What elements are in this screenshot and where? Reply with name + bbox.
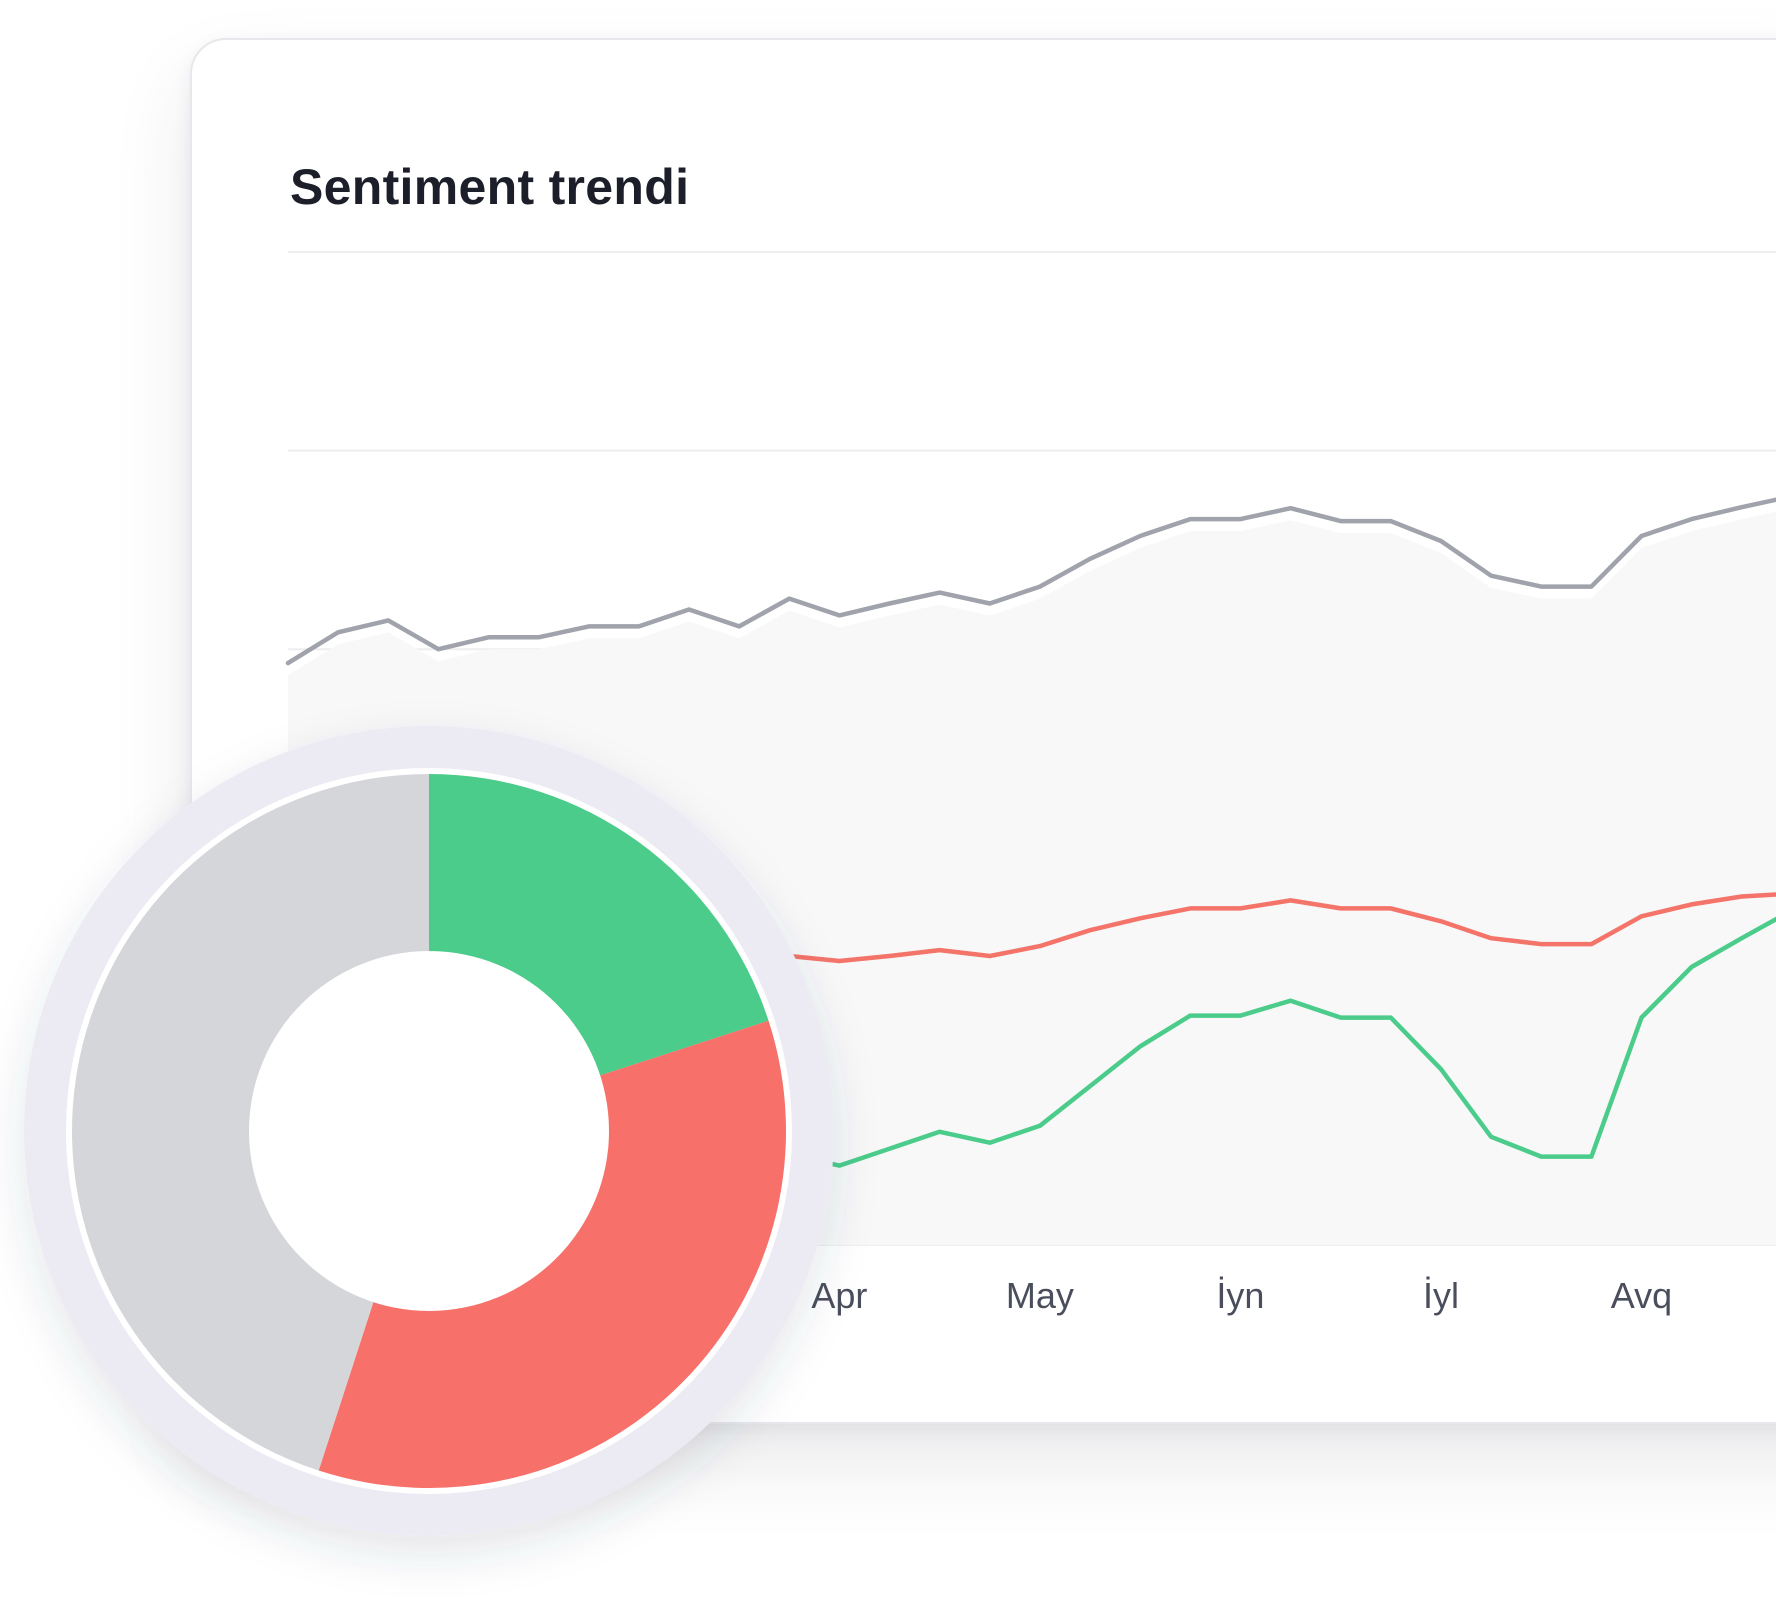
x-tick-label: Avq	[1611, 1275, 1672, 1316]
card-title: Sentiment trendi	[290, 159, 690, 215]
series-line-neutral	[285, 497, 1776, 666]
donut-chart	[24, 726, 834, 1536]
x-tick-label: May	[1006, 1275, 1074, 1316]
x-tick-label: Apr	[811, 1275, 867, 1316]
sentiment-share-donut	[24, 726, 834, 1536]
x-axis-tick-labels: Apr May İyn İyl Avq	[811, 1275, 1672, 1316]
x-tick-label: İyn	[1216, 1275, 1264, 1316]
donut-hole	[249, 951, 609, 1311]
x-tick-label: İyl	[1423, 1275, 1459, 1316]
